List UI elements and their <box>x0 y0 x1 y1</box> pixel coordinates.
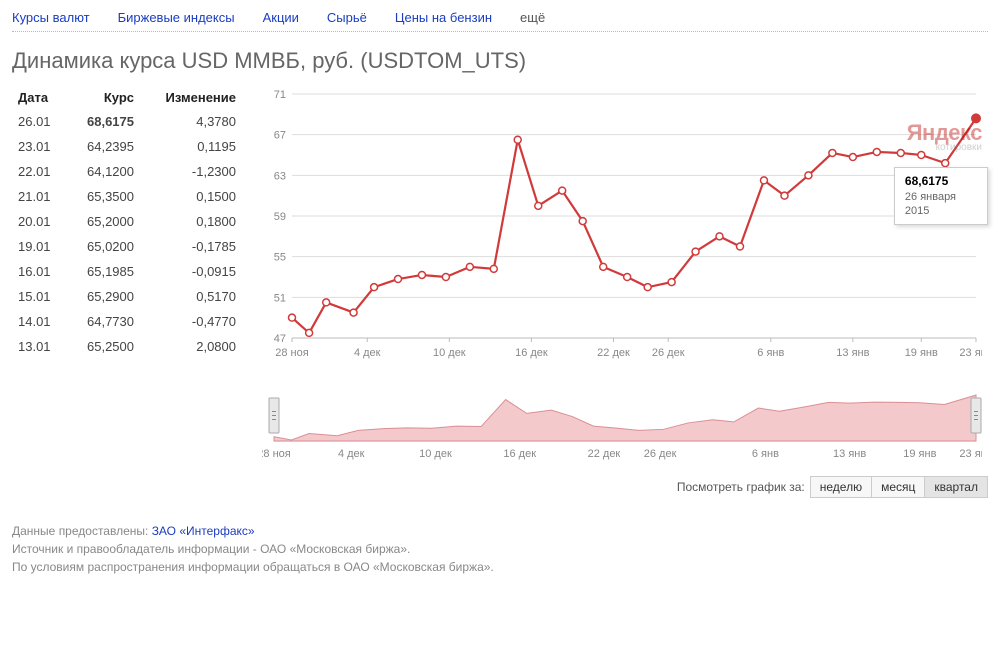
svg-text:13 янв: 13 янв <box>833 448 866 460</box>
nav-currencies[interactable]: Курсы валют <box>12 10 90 25</box>
cell-rate: 64,1200 <box>67 159 140 184</box>
chart-tooltip: 68,6175 26 января 2015 <box>894 167 988 225</box>
svg-text:26 дек: 26 дек <box>652 347 685 359</box>
cell-rate: 65,3500 <box>67 184 140 209</box>
svg-text:4 дек: 4 дек <box>354 347 381 359</box>
cell-date: 22.01 <box>12 159 67 184</box>
range-label: Посмотреть график за: <box>677 480 805 494</box>
cell-date: 20.01 <box>12 209 67 234</box>
svg-text:28 ноя: 28 ноя <box>275 347 308 359</box>
svg-text:16 дек: 16 дек <box>503 448 536 460</box>
svg-text:23 янв: 23 янв <box>959 347 982 359</box>
cell-change: -0,1785 <box>140 234 242 259</box>
cell-rate: 65,2000 <box>67 209 140 234</box>
svg-text:71: 71 <box>274 89 286 101</box>
cell-date: 15.01 <box>12 284 67 309</box>
cell-change: -0,4770 <box>140 309 242 334</box>
nav-stocks[interactable]: Акции <box>263 10 299 25</box>
table-header-row: Дата Курс Изменение <box>12 86 242 109</box>
cell-change: 4,3780 <box>140 109 242 134</box>
svg-text:47: 47 <box>274 333 286 345</box>
cell-date: 13.01 <box>12 334 67 359</box>
cell-change: 0,1500 <box>140 184 242 209</box>
table-row[interactable]: 16.0165,1985-0,0915 <box>12 259 242 284</box>
svg-text:4 дек: 4 дек <box>338 448 365 460</box>
table-row[interactable]: 23.0164,23950,1195 <box>12 134 242 159</box>
overview-chart[interactable]: 28 ноя 4 дек 10 дек 16 дек 22 дек 26 дек 6 янв… <box>262 386 988 466</box>
table-row[interactable]: 13.0165,25002,0800 <box>12 334 242 359</box>
range-2[interactable]: квартал <box>924 476 988 498</box>
th-change: Изменение <box>140 86 242 109</box>
cell-date: 23.01 <box>12 134 67 159</box>
svg-text:19 янв: 19 янв <box>903 448 936 460</box>
table-row[interactable]: 22.0164,1200-1,2300 <box>12 159 242 184</box>
footer-line3: По условиям распространения информации о… <box>12 558 988 576</box>
footer: Данные предоставлены: ЗАО «Интерфакс» Ис… <box>12 522 988 576</box>
cell-rate: 64,7730 <box>67 309 140 334</box>
svg-text:63: 63 <box>274 170 286 182</box>
svg-text:59: 59 <box>274 211 286 223</box>
range-1[interactable]: месяц <box>871 476 925 498</box>
svg-text:51: 51 <box>274 292 286 304</box>
cell-change: -0,0915 <box>140 259 242 284</box>
table-row[interactable]: 20.0165,20000,1800 <box>12 209 242 234</box>
footer-line1-prefix: Данные предоставлены: <box>12 524 152 538</box>
cell-rate: 65,2500 <box>67 334 140 359</box>
svg-text:55: 55 <box>274 252 286 264</box>
svg-text:28 ноя: 28 ноя <box>262 448 291 460</box>
footer-line2: Источник и правообладатель информации - … <box>12 540 988 558</box>
svg-text:16 дек: 16 дек <box>515 347 548 359</box>
footer-provider-link[interactable]: ЗАО «Интерфакс» <box>152 524 255 538</box>
cell-rate: 65,0200 <box>67 234 140 259</box>
svg-text:26 дек: 26 дек <box>644 448 677 460</box>
cell-rate: 65,1985 <box>67 259 140 284</box>
table-row[interactable]: 21.0165,35000,1500 <box>12 184 242 209</box>
table-row[interactable]: 15.0165,29000,5170 <box>12 284 242 309</box>
svg-text:6 янв: 6 янв <box>757 347 784 359</box>
nav-gas[interactable]: Цены на бензин <box>395 10 492 25</box>
svg-text:10 дек: 10 дек <box>419 448 452 460</box>
cell-date: 26.01 <box>12 109 67 134</box>
rate-table: Дата Курс Изменение 26.0168,61754,378023… <box>12 86 242 498</box>
cell-change: 2,0800 <box>140 334 242 359</box>
th-rate: Курс <box>67 86 140 109</box>
th-date: Дата <box>12 86 67 109</box>
nav-indices[interactable]: Биржевые индексы <box>118 10 235 25</box>
cell-rate: 64,2395 <box>67 134 140 159</box>
cell-rate: 65,2900 <box>67 284 140 309</box>
cell-change: -1,2300 <box>140 159 242 184</box>
svg-text:10 дек: 10 дек <box>433 347 466 359</box>
cell-change: 0,1195 <box>140 134 242 159</box>
main-chart[interactable]: 47 51 55 59 63 67 71 28 ноя 4 дек 10 дек 16 дек 22 … <box>262 86 988 376</box>
svg-text:22 дек: 22 дек <box>597 347 630 359</box>
svg-text:23 янв: 23 янв <box>959 448 982 460</box>
nav-commodities[interactable]: Сырьё <box>327 10 367 25</box>
cell-date: 19.01 <box>12 234 67 259</box>
page-title: Динамика курса USD ММВБ, руб. (USDTOM_UT… <box>12 48 988 74</box>
table-row[interactable]: 26.0168,61754,3780 <box>12 109 242 134</box>
cell-change: 0,5170 <box>140 284 242 309</box>
svg-text:13 янв: 13 янв <box>836 347 869 359</box>
top-nav: Курсы валют Биржевые индексы Акции Сырьё… <box>12 10 988 32</box>
svg-text:6 янв: 6 янв <box>752 448 779 460</box>
nav-more[interactable]: ещё <box>520 10 545 25</box>
cell-date: 16.01 <box>12 259 67 284</box>
svg-text:22 дек: 22 дек <box>588 448 621 460</box>
cell-date: 21.01 <box>12 184 67 209</box>
table-row[interactable]: 19.0165,0200-0,1785 <box>12 234 242 259</box>
svg-text:67: 67 <box>274 130 286 142</box>
range-0[interactable]: неделю <box>810 476 872 498</box>
cell-change: 0,1800 <box>140 209 242 234</box>
cell-date: 14.01 <box>12 309 67 334</box>
svg-text:19 янв: 19 янв <box>905 347 938 359</box>
range-controls: Посмотреть график за: неделюмесяцквартал <box>262 476 988 498</box>
cell-rate: 68,6175 <box>67 109 140 134</box>
table-row[interactable]: 14.0164,7730-0,4770 <box>12 309 242 334</box>
